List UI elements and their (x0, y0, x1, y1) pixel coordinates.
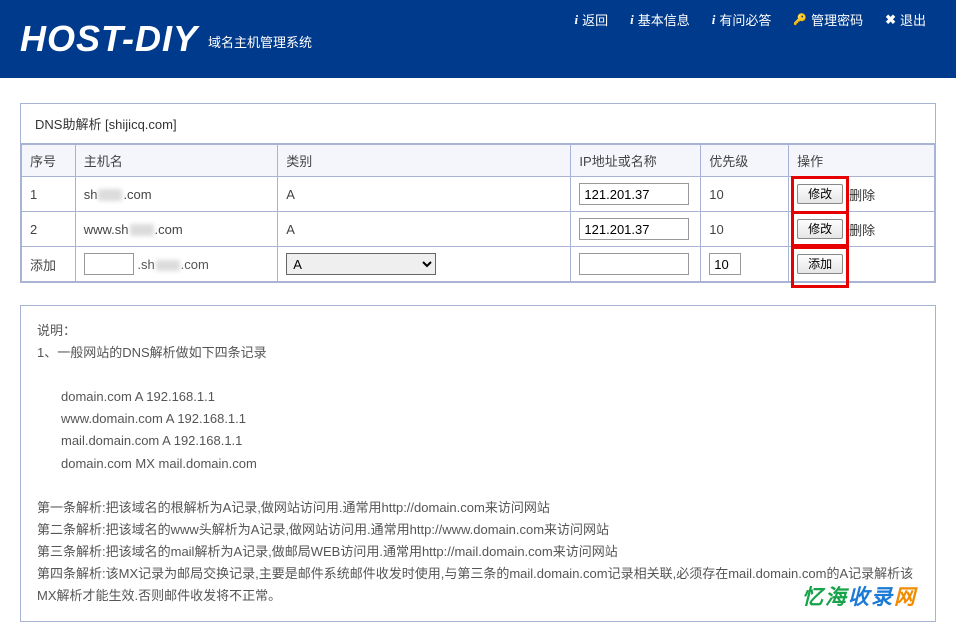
watermark: 忆海收录网 (802, 580, 917, 616)
nav-admin-password[interactable]: 🔑管理密码 (793, 10, 863, 29)
top-nav: i返回 i基本信息 i有问必答 🔑管理密码 ✖退出 (574, 10, 926, 29)
table-add-row: 添加 .sh .com A (22, 247, 935, 282)
info-icon: i (712, 12, 716, 28)
desc-example: mail.domain.com A 192.168.1.1 (37, 430, 919, 452)
panel-title: DNS助解析 [shijicq.com] (21, 104, 935, 144)
ip-input[interactable] (579, 218, 689, 240)
cell-ip (571, 177, 701, 212)
record-type-select[interactable]: A (286, 253, 436, 275)
modify-button[interactable]: 修改 (797, 219, 843, 239)
info-icon: i (574, 12, 578, 28)
desc-rule: 第二条解析:把该域名的www头解析为A记录,做网站访问用.通常用http://w… (37, 519, 919, 541)
desc-title: 说明： (37, 320, 919, 342)
cell-ip (571, 212, 701, 247)
desc-example: domain.com A 192.168.1.1 (37, 386, 919, 408)
cell-op: 修改 删除 (789, 177, 935, 212)
desc-example: domain.com MX mail.domain.com (37, 453, 919, 475)
table-row: 2 www.sh .com A 10 修改 删除 (22, 212, 935, 247)
header-priority: 优先级 (701, 145, 789, 177)
cell-ip (571, 247, 701, 282)
ip-input[interactable] (579, 253, 689, 275)
logo: HOST-DIY 域名主机管理系统 (20, 18, 312, 60)
cell-priority: 10 (701, 177, 789, 212)
cell-seq: 2 (22, 212, 76, 247)
table-row: 1 sh .com A 10 修改 删除 (22, 177, 935, 212)
add-button[interactable]: 添加 (797, 254, 843, 274)
cell-priority: 10 (701, 212, 789, 247)
nav-logout[interactable]: ✖退出 (885, 10, 926, 29)
app-header: i返回 i基本信息 i有问必答 🔑管理密码 ✖退出 HOST-DIY 域名主机管… (0, 0, 956, 78)
cell-type: A (278, 212, 571, 247)
header-op: 操作 (789, 145, 935, 177)
delete-link[interactable]: 删除 (849, 220, 875, 239)
nav-faq[interactable]: i有问必答 (712, 10, 772, 29)
ip-input[interactable] (579, 183, 689, 205)
cell-host: .sh .com (75, 247, 278, 282)
host-prefix-input[interactable] (84, 253, 134, 275)
cell-priority (701, 247, 789, 282)
desc-line: 1、一般网站的DNS解析做如下四条记录 (37, 342, 919, 364)
header-ip: IP地址或名称 (571, 145, 701, 177)
header-host: 主机名 (75, 145, 278, 177)
modify-button[interactable]: 修改 (797, 184, 843, 204)
table-header-row: 序号 主机名 类别 IP地址或名称 优先级 操作 (22, 145, 935, 177)
dns-table: 序号 主机名 类别 IP地址或名称 优先级 操作 1 sh .com A 10 (21, 144, 935, 282)
cell-type: A (278, 177, 571, 212)
logo-sub: 域名主机管理系统 (208, 32, 312, 51)
cell-op: 添加 (789, 247, 935, 282)
desc-rule: 第四条解析:该MX记录为邮局交换记录,主要是邮件系统邮件收发时使用,与第三条的m… (37, 563, 919, 607)
add-label: 添加 (22, 247, 76, 282)
desc-example: www.domain.com A 192.168.1.1 (37, 408, 919, 430)
nav-basic-info[interactable]: i基本信息 (630, 10, 690, 29)
cell-host: www.sh .com (75, 212, 278, 247)
delete-link[interactable]: 删除 (849, 185, 875, 204)
nav-back[interactable]: i返回 (574, 10, 608, 29)
cell-seq: 1 (22, 177, 76, 212)
logo-main: HOST-DIY (20, 18, 198, 60)
cell-host: sh .com (75, 177, 278, 212)
key-icon: 🔑 (793, 13, 807, 26)
desc-rule: 第三条解析:把该域名的mail解析为A记录,做邮局WEB访问用.通常用http:… (37, 541, 919, 563)
desc-rule: 第一条解析:把该域名的根解析为A记录,做网站访问用.通常用http://doma… (37, 497, 919, 519)
close-icon: ✖ (885, 12, 896, 28)
header-type: 类别 (278, 145, 571, 177)
cell-type: A (278, 247, 571, 282)
info-icon: i (630, 12, 634, 28)
cell-op: 修改 删除 (789, 212, 935, 247)
priority-input[interactable] (709, 253, 741, 275)
header-seq: 序号 (22, 145, 76, 177)
dns-panel: DNS助解析 [shijicq.com] 序号 主机名 类别 IP地址或名称 优… (20, 103, 936, 283)
